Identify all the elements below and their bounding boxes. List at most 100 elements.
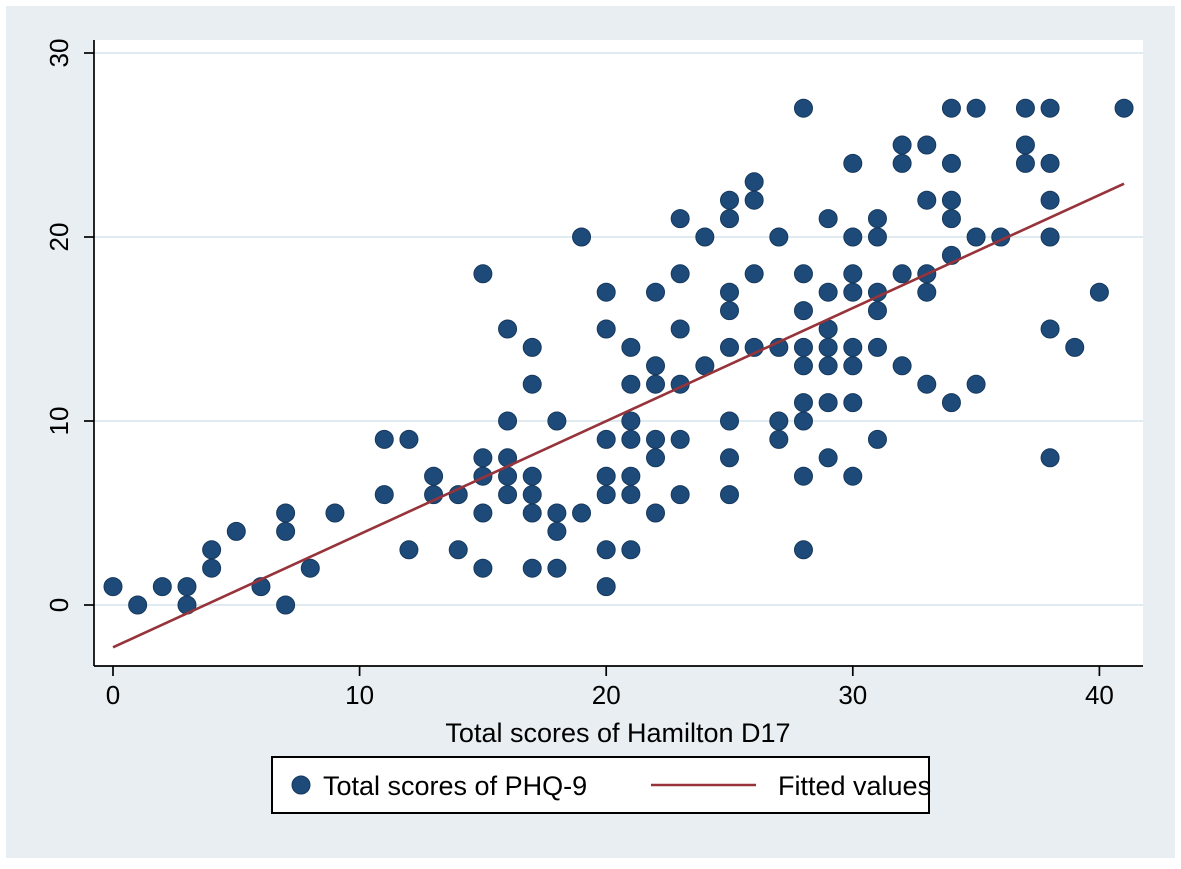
data-point: [941, 209, 961, 229]
data-point: [892, 153, 912, 173]
data-point: [867, 301, 887, 321]
data-point: [793, 337, 813, 357]
y-tick-label-30: 30: [44, 39, 74, 68]
data-point: [917, 135, 937, 155]
data-point: [793, 540, 813, 560]
data-point: [1040, 153, 1060, 173]
x-tick-label-30: 30: [838, 680, 867, 710]
x-tick-label-10: 10: [345, 680, 374, 710]
data-point: [793, 393, 813, 413]
legend-box: [271, 756, 930, 814]
data-point: [917, 282, 937, 302]
data-point: [1089, 282, 1109, 302]
data-point: [941, 190, 961, 210]
data-point: [374, 485, 394, 505]
data-point: [596, 282, 616, 302]
data-point: [572, 227, 592, 247]
data-point: [941, 153, 961, 173]
data-point: [646, 374, 666, 394]
data-point: [177, 577, 197, 597]
data-point: [695, 227, 715, 247]
data-point: [1040, 319, 1060, 339]
data-point: [818, 448, 838, 468]
data-point: [325, 503, 345, 523]
data-point: [646, 356, 666, 376]
legend-scatter-marker-icon: [291, 775, 311, 795]
data-point: [966, 374, 986, 394]
data-point: [621, 485, 641, 505]
data-point: [646, 503, 666, 523]
data-point: [547, 503, 567, 523]
data-point: [621, 411, 641, 431]
data-point: [670, 319, 690, 339]
data-point: [670, 264, 690, 284]
data-point: [941, 393, 961, 413]
data-point: [596, 319, 616, 339]
data-point: [670, 209, 690, 229]
x-axis-title: Total scores of Hamilton D17: [445, 718, 790, 748]
data-point: [1040, 448, 1060, 468]
x-tick-label-20: 20: [592, 680, 621, 710]
data-point: [917, 374, 937, 394]
data-point: [917, 190, 937, 210]
y-tick-label-10: 10: [44, 407, 74, 436]
data-point: [843, 337, 863, 357]
data-point: [744, 172, 764, 192]
data-point: [867, 209, 887, 229]
data-point: [769, 411, 789, 431]
data-point: [522, 485, 542, 505]
data-point: [300, 558, 320, 578]
data-point: [128, 595, 148, 615]
data-point: [793, 264, 813, 284]
data-point: [670, 485, 690, 505]
data-point: [793, 466, 813, 486]
data-point: [843, 153, 863, 173]
data-point: [522, 466, 542, 486]
data-point: [1040, 98, 1060, 118]
data-point: [720, 301, 739, 321]
data-point: [621, 374, 641, 394]
data-point: [867, 337, 887, 357]
data-point: [399, 540, 419, 560]
data-point: [646, 282, 666, 302]
data-point: [448, 540, 468, 560]
data-point: [843, 356, 863, 376]
data-point: [522, 503, 542, 523]
data-point: [720, 337, 739, 357]
x-axis-ticks: 0 10 20 30 40: [106, 666, 1114, 710]
plot-area: [94, 40, 1143, 666]
data-point: [473, 264, 493, 284]
data-point: [966, 227, 986, 247]
data-point: [843, 466, 863, 486]
data-point: [793, 98, 813, 118]
data-point: [892, 356, 912, 376]
data-point: [818, 356, 838, 376]
data-point: [399, 429, 419, 449]
data-point: [522, 337, 542, 357]
data-point: [522, 374, 542, 394]
data-point: [152, 577, 172, 597]
data-point: [498, 485, 518, 505]
data-point: [843, 264, 863, 284]
data-point: [276, 595, 296, 615]
data-point: [596, 540, 616, 560]
data-point: [793, 301, 813, 321]
data-point: [646, 448, 666, 468]
data-point: [498, 319, 518, 339]
data-point: [843, 393, 863, 413]
data-point: [892, 135, 912, 155]
data-point: [1040, 190, 1060, 210]
data-point: [818, 282, 838, 302]
data-point: [818, 209, 838, 229]
data-point: [596, 577, 616, 597]
data-point: [941, 98, 961, 118]
data-point: [621, 337, 641, 357]
data-point: [720, 190, 739, 210]
data-point: [621, 429, 641, 449]
data-point: [892, 264, 912, 284]
data-point: [276, 503, 296, 523]
data-point: [1040, 227, 1060, 247]
data-point: [522, 558, 542, 578]
data-point: [966, 98, 986, 118]
data-point: [596, 466, 616, 486]
